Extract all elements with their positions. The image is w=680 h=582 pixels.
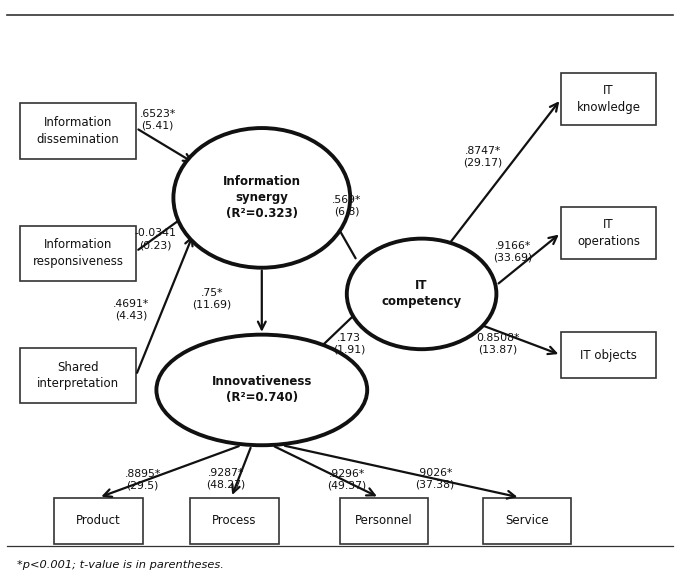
Text: Process: Process <box>212 514 257 527</box>
Text: .173
(1.91): .173 (1.91) <box>333 332 365 354</box>
Bar <box>54 498 143 544</box>
Bar <box>340 498 428 544</box>
Bar <box>561 73 656 125</box>
Ellipse shape <box>156 335 367 445</box>
Text: .9026*
(37.38): .9026* (37.38) <box>415 467 455 489</box>
Bar <box>190 498 279 544</box>
Text: .4691*
(4.43): .4691* (4.43) <box>113 299 150 321</box>
Bar <box>20 226 136 281</box>
Text: *p<0.001; t-value is in parentheses.: *p<0.001; t-value is in parentheses. <box>17 559 224 570</box>
Bar <box>483 498 571 544</box>
Text: Service: Service <box>505 514 549 527</box>
Bar <box>561 332 656 378</box>
Text: .9166*
(33.69): .9166* (33.69) <box>493 240 532 262</box>
Bar <box>20 348 136 403</box>
Text: IT
knowledge: IT knowledge <box>577 84 641 113</box>
Text: Personnel: Personnel <box>356 514 413 527</box>
Text: IT objects: IT objects <box>580 349 637 361</box>
Text: Innovativeness
(R²=0.740): Innovativeness (R²=0.740) <box>211 375 312 404</box>
Text: -0.0341
(0.23): -0.0341 (0.23) <box>134 228 176 250</box>
Text: Product: Product <box>76 514 121 527</box>
Bar <box>561 207 656 259</box>
Bar <box>20 104 136 158</box>
Text: .569*
(6.8): .569* (6.8) <box>332 195 362 217</box>
Ellipse shape <box>173 128 350 268</box>
Text: Shared
interpretation: Shared interpretation <box>37 361 119 390</box>
Text: 0.8508*
(13.87): 0.8508* (13.87) <box>476 333 520 355</box>
Text: IT
operations: IT operations <box>577 218 640 247</box>
Text: Information
synergy
(R²=0.323): Information synergy (R²=0.323) <box>223 175 301 221</box>
Text: .9296*
(49.37): .9296* (49.37) <box>327 469 367 491</box>
Text: .9287*
(48.27): .9287* (48.27) <box>206 467 245 489</box>
Text: Information
dissemination: Information dissemination <box>37 116 120 146</box>
Text: .6523*
(5.41): .6523* (5.41) <box>139 109 176 131</box>
Ellipse shape <box>347 239 496 349</box>
Text: IT
competency: IT competency <box>381 279 462 308</box>
Text: .8747*
(29.17): .8747* (29.17) <box>463 146 503 168</box>
Text: Information
responsiveness: Information responsiveness <box>33 239 124 268</box>
Text: .75*
(11.69): .75* (11.69) <box>192 288 232 310</box>
Text: .8895*
(29.5): .8895* (29.5) <box>124 469 161 491</box>
